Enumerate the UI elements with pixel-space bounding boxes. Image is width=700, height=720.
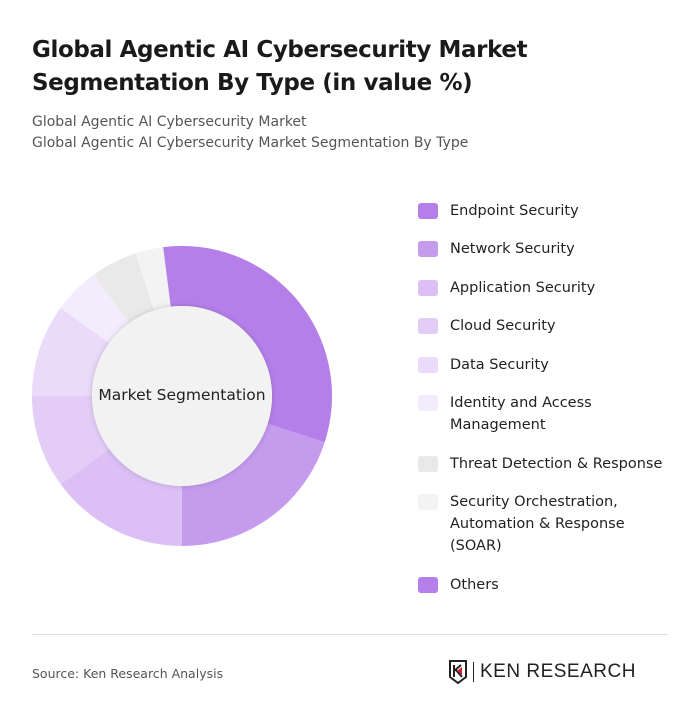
legend-swatch bbox=[418, 241, 438, 257]
logo-text: KEN RESEARCH bbox=[480, 661, 636, 682]
legend-swatch bbox=[418, 280, 438, 296]
chart-title: Global Agentic AI Cybersecurity Market S… bbox=[32, 37, 528, 96]
donut-slice-data-security[interactable] bbox=[32, 307, 110, 396]
donut-slice-application-security[interactable] bbox=[60, 448, 183, 546]
legend-item[interactable]: Application Security bbox=[418, 277, 680, 299]
legend-label: Identity and Access Management bbox=[450, 395, 592, 433]
chart-subtitle-2: Global Agentic AI Cybersecurity Market S… bbox=[32, 135, 469, 151]
legend-item[interactable]: Data Security bbox=[418, 354, 680, 376]
donut-slice-identity-and-access-management[interactable] bbox=[60, 274, 130, 344]
legend-item[interactable]: Endpoint Security bbox=[418, 200, 680, 222]
legend-swatch bbox=[418, 357, 438, 373]
legend-swatch bbox=[418, 395, 438, 411]
donut-slice-network-security[interactable] bbox=[182, 423, 325, 546]
source-note: Source: Ken Research Analysis bbox=[32, 666, 224, 681]
donut-slice-security-orchestration-automation-response-soar[interactable] bbox=[135, 247, 171, 311]
donut-center-label: Market Segmentation bbox=[98, 386, 266, 404]
legend-swatch bbox=[418, 456, 438, 472]
legend-label: Data Security bbox=[450, 357, 549, 373]
legend-swatch bbox=[418, 203, 438, 219]
legend-item[interactable]: Network Security bbox=[418, 238, 680, 260]
legend-label: Security Orchestration, Automation & Res… bbox=[450, 494, 625, 554]
legend-label: Threat Detection & Response bbox=[450, 456, 663, 472]
donut-slice-cloud-security[interactable] bbox=[32, 396, 110, 485]
legend-label: Cloud Security bbox=[450, 318, 556, 334]
legend-label: Network Security bbox=[450, 241, 575, 257]
legend-item[interactable]: Cloud Security bbox=[418, 315, 680, 337]
legend-swatch bbox=[418, 494, 438, 510]
legend-item[interactable]: Identity and Access Management bbox=[418, 392, 680, 436]
legend-label: Application Security bbox=[450, 280, 596, 296]
donut-slice-threat-detection-response[interactable] bbox=[93, 253, 155, 324]
donut-hole bbox=[92, 306, 272, 486]
legend-item[interactable]: Threat Detection & Response bbox=[418, 453, 680, 475]
donut-chart bbox=[32, 246, 332, 546]
chart-subtitle: Global Agentic AI Cybersecurity Market bbox=[32, 114, 307, 130]
ken-research-logo-icon bbox=[449, 660, 467, 684]
legend-swatch bbox=[418, 577, 438, 593]
donut-slice-others[interactable] bbox=[163, 246, 182, 307]
legend-item[interactable]: Others bbox=[418, 574, 680, 596]
donut-slice-endpoint-security[interactable] bbox=[182, 246, 332, 443]
legend-item[interactable]: Security Orchestration, Automation & Res… bbox=[418, 491, 630, 557]
ken-research-logo: KEN RESEARCH bbox=[448, 660, 636, 684]
legend-swatch bbox=[418, 318, 438, 334]
divider bbox=[32, 634, 668, 635]
legend-label: Endpoint Security bbox=[450, 203, 579, 219]
legend-label: Others bbox=[450, 577, 499, 593]
